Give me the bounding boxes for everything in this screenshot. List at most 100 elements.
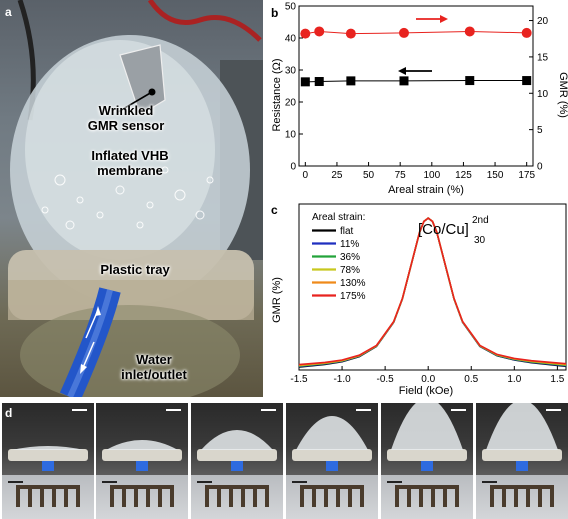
arrow-right-red [416, 15, 448, 23]
b-resistance-point [522, 76, 532, 86]
b-gmr-point [314, 26, 325, 37]
stage-sensor-closeup [2, 475, 94, 519]
b-gmr-point [464, 26, 475, 37]
label-inflated-vhb-membrane: Inflated VHB membrane [65, 148, 195, 178]
scale-bar-top [261, 409, 276, 411]
c-legend-entry: 78% [340, 265, 360, 276]
b-left-tick-label: 30 [285, 66, 297, 77]
stage-dome-photo [476, 403, 568, 475]
inflation-stage-tile [96, 403, 188, 519]
b-series-line-1 [305, 80, 527, 83]
b-x-tick-label: 100 [423, 170, 440, 181]
scale-bar-top [72, 409, 87, 411]
stage-dome-photo [286, 403, 378, 475]
b-right-tick-label: 0 [537, 162, 543, 173]
inflation-stage-tile [191, 403, 283, 519]
sensor-pattern [16, 485, 80, 507]
c-x-axis-label: Field (kOe) [399, 385, 453, 397]
stage-dome-photo [96, 403, 188, 475]
c-x-tick-label: 0.5 [464, 374, 478, 385]
scale-bar-bottom [387, 481, 402, 483]
b-plot-frame [298, 5, 534, 167]
c-legend-entry: 175% [340, 291, 366, 302]
stage-dome-shape [8, 446, 88, 471]
c-legend-entry: 36% [340, 252, 360, 263]
b-gmr-point [300, 28, 311, 39]
c-x-tick-label: 1.5 [550, 374, 564, 385]
b-left-tick-label: 50 [285, 2, 297, 13]
stage-dome-shape [292, 416, 372, 471]
sensor-pattern [300, 485, 364, 507]
scale-bar-bottom [482, 481, 497, 483]
b-gmr-point [521, 27, 532, 38]
b-left-tick-label: 10 [285, 130, 297, 141]
b-x-tick-label: 25 [331, 170, 343, 181]
scale-bar-top [451, 409, 466, 411]
label-water-inlet-outlet: Water inlet/outlet [104, 352, 204, 382]
b-resistance-point [300, 77, 310, 87]
scale-bar-bottom [102, 481, 117, 483]
stage-dome-photo [381, 403, 473, 475]
label-sensor-line1: Wrinkled [98, 103, 154, 118]
b-right-tick-label: 5 [537, 125, 543, 136]
label-membrane-line1: Inflated VHB [91, 148, 169, 163]
c-curve-175pct [298, 217, 567, 366]
c-legend-entry: 11% [340, 239, 359, 250]
stage-dome-shape [482, 403, 562, 471]
c-y-axis-label: GMR (%) [271, 277, 283, 323]
c-x-tick-label: -0.5 [377, 374, 395, 385]
b-x-tick-label: 75 [395, 170, 407, 181]
b-right-tick-label: 10 [537, 89, 549, 100]
b-resistance-point [465, 76, 475, 86]
b-right-axis-label: GMR (%) [557, 72, 568, 118]
b-x-tick-label: 50 [363, 170, 375, 181]
c-x-tick-label: 0.0 [421, 374, 435, 385]
c-x-tick-label: 1.0 [507, 374, 521, 385]
annotation-main: [Co/Cu] [418, 221, 469, 238]
scale-bar-bottom [8, 481, 23, 483]
b-x-tick-label: 150 [487, 170, 504, 181]
annotation-co-cu: [Co/Cu] [418, 221, 469, 238]
stage-dome-shape [102, 440, 182, 471]
sensor-pattern [395, 485, 459, 507]
stage-sensor-closeup [96, 475, 188, 519]
inflation-stage-tile [476, 403, 568, 519]
inflation-stage-tile [381, 403, 473, 519]
arrow-left-black [398, 67, 432, 75]
b-gmr-point [345, 28, 356, 39]
b-right-tick-label: 20 [537, 16, 549, 27]
c-x-tick-label: -1.0 [333, 374, 351, 385]
b-x-tick-label: 0 [303, 170, 309, 181]
panel-label-c: c [271, 203, 278, 217]
photo-inflated-membrane: a Wrinkled GMR sensor Inflated VHB membr… [0, 0, 263, 397]
scale-bar-top [546, 409, 561, 411]
sensor-pattern [205, 485, 269, 507]
b-x-tick-label: 125 [455, 170, 472, 181]
b-resistance-point [346, 76, 356, 86]
b-left-tick-label: 40 [285, 34, 297, 45]
b-resistance-point [314, 77, 324, 87]
scale-bar-top [166, 409, 181, 411]
annotation-superscript: 2nd [472, 215, 489, 226]
b-left-tick-label: 0 [290, 162, 296, 173]
sensor-pattern [490, 485, 554, 507]
b-gmr-point [398, 27, 409, 38]
label-wrinkled-gmr-sensor: Wrinkled GMR sensor [66, 103, 186, 133]
photo-illustration [8, 0, 263, 397]
label-water-line2: inlet/outlet [121, 367, 187, 382]
b-left-tick-label: 20 [285, 98, 297, 109]
label-membrane-line2: membrane [97, 163, 163, 178]
chart-gmr-vs-field: -1.5 -1.0 -0.5 0.0 0.5 1.0 1.5 Areal strain: fl… [271, 203, 567, 397]
b-resistance-point [399, 76, 409, 86]
label-water-line1: Water [136, 352, 172, 367]
c-x-tick-label: -1.5 [290, 374, 308, 385]
b-left-axis-label: Resistance (Ω) [271, 58, 283, 131]
stage-dome-shape [197, 430, 277, 471]
panel-label-a: a [5, 5, 12, 19]
panel-label-d: d [5, 406, 13, 420]
scale-bar-bottom [292, 481, 307, 483]
stage-dome-photo [191, 403, 283, 475]
annotation-subscript: 30 [474, 235, 486, 246]
inflation-stage-tile [286, 403, 378, 519]
